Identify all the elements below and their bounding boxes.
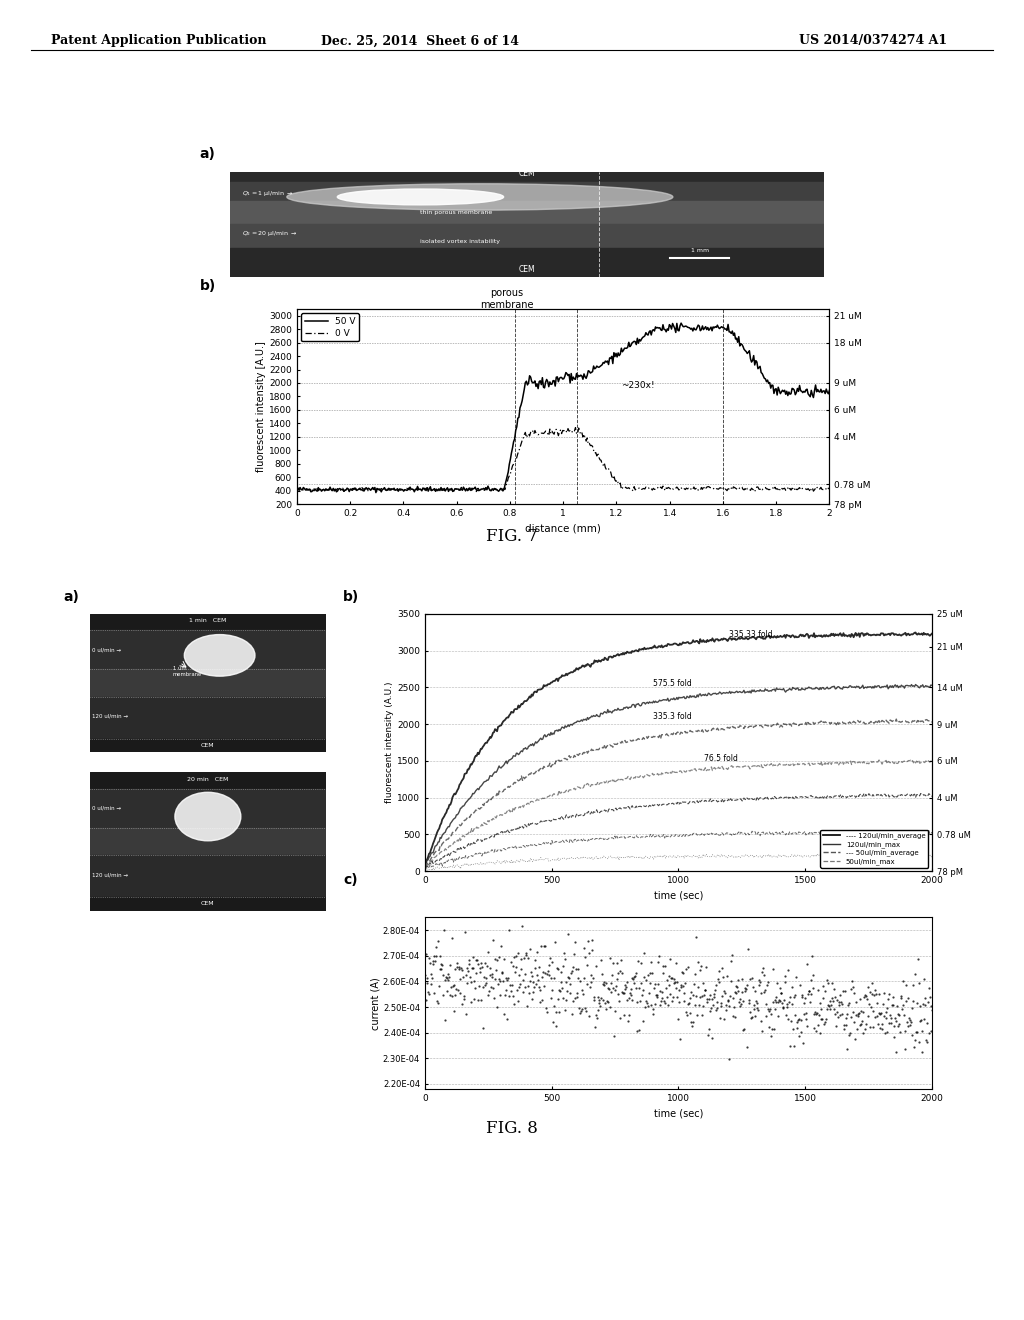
Text: CEM: CEM (201, 902, 215, 907)
Bar (230, 248, 824, 277)
0 V (547, 425, 559, 441)
Ellipse shape (337, 189, 504, 205)
Text: c): c) (343, 874, 357, 887)
Text: Dec. 25, 2014  Sheet 6 of 14: Dec. 25, 2014 Sheet 6 of 14 (321, 34, 519, 48)
Bar (90, 828, 326, 855)
Text: FIG. 8: FIG. 8 (486, 1119, 538, 1137)
Text: CEM: CEM (519, 265, 536, 275)
0 V (609, 473, 622, 488)
Y-axis label: current (A): current (A) (370, 977, 380, 1030)
0 V (728, 479, 740, 495)
Bar (90, 739, 326, 752)
Line: 0 V: 0 V (297, 428, 829, 491)
Bar (230, 172, 824, 182)
50 V (813, 384, 825, 400)
Text: 575.5 fold: 575.5 fold (653, 678, 692, 688)
Text: porous: porous (490, 288, 523, 298)
50 V (609, 348, 622, 364)
Text: b): b) (200, 280, 216, 293)
0 V (580, 433, 592, 449)
Text: 335.33 fold: 335.33 fold (729, 631, 773, 639)
Text: $Q_2 = 20$ µl/min $\rightarrow$: $Q_2 = 20$ µl/min $\rightarrow$ (243, 228, 298, 238)
0 V (823, 480, 836, 496)
Text: 335.3 fold: 335.3 fold (653, 711, 692, 721)
Text: 1 min   CEM: 1 min CEM (189, 618, 226, 623)
Text: 1 um
membrane: 1 um membrane (172, 667, 202, 677)
50 V (370, 484, 382, 500)
0 V (813, 482, 825, 498)
0 V (569, 420, 582, 436)
Bar (90, 898, 326, 911)
50 V (580, 371, 592, 387)
Y-axis label: fluorescent intensity [A.U.]: fluorescent intensity [A.U.] (256, 341, 266, 473)
Bar (90, 631, 326, 669)
Text: US 2014/0374274 A1: US 2014/0374274 A1 (799, 34, 947, 48)
Bar (90, 772, 326, 789)
Text: 20 min   CEM: 20 min CEM (187, 776, 228, 781)
50 V (548, 372, 560, 388)
0 V (804, 483, 816, 499)
Text: CEM: CEM (201, 743, 215, 748)
50 V (291, 480, 303, 496)
Ellipse shape (287, 183, 673, 210)
Ellipse shape (184, 635, 255, 676)
Bar (90, 855, 326, 898)
Text: 1 mm: 1 mm (690, 248, 709, 253)
Text: $Q_1 = 1$ µl/min $\rightarrow$: $Q_1 = 1$ µl/min $\rightarrow$ (243, 189, 294, 198)
Bar (230, 201, 824, 224)
Text: ~230x!: ~230x! (621, 381, 654, 391)
Bar (90, 789, 326, 828)
Legend: 50 V, 0 V: 50 V, 0 V (301, 313, 359, 342)
Text: FIG. 7: FIG. 7 (486, 528, 538, 545)
Text: 0 ul/min →: 0 ul/min → (92, 805, 122, 810)
Bar (90, 697, 326, 739)
Text: isolated vortex instability: isolated vortex instability (421, 239, 501, 244)
50 V (729, 331, 741, 347)
Text: a): a) (63, 590, 80, 603)
Y-axis label: fluorescent intensity (A.U.): fluorescent intensity (A.U.) (385, 681, 394, 804)
Bar (230, 224, 824, 248)
0 V (544, 421, 556, 437)
Text: a): a) (200, 148, 216, 161)
Text: 0 ul/min →: 0 ul/min → (92, 647, 122, 652)
Text: membrane: membrane (480, 300, 534, 310)
Bar (90, 614, 326, 631)
0 V (291, 480, 303, 496)
Text: b): b) (343, 590, 359, 603)
Text: thin porous membrane: thin porous membrane (421, 210, 493, 215)
Text: CEM: CEM (519, 169, 536, 178)
50 V (823, 383, 836, 399)
50 V (675, 315, 687, 331)
Legend: ---- 120ul/min_average, 120ul/min_max, --- 50ul/min_average, 50ul/min_max: ---- 120ul/min_average, 120ul/min_max, -… (820, 830, 929, 867)
X-axis label: time (sec): time (sec) (653, 1109, 703, 1118)
Bar (90, 669, 326, 697)
Ellipse shape (175, 792, 241, 841)
Text: 76.5 fold: 76.5 fold (703, 754, 737, 763)
Text: Patent Application Publication: Patent Application Publication (51, 34, 266, 48)
50 V (545, 376, 557, 392)
Line: 50 V: 50 V (297, 323, 829, 492)
Text: 120 ul/min →: 120 ul/min → (92, 873, 128, 878)
X-axis label: distance (mm): distance (mm) (525, 524, 601, 533)
Text: 120 ul/min →: 120 ul/min → (92, 714, 128, 719)
Bar (230, 182, 824, 201)
X-axis label: time (sec): time (sec) (653, 891, 703, 900)
